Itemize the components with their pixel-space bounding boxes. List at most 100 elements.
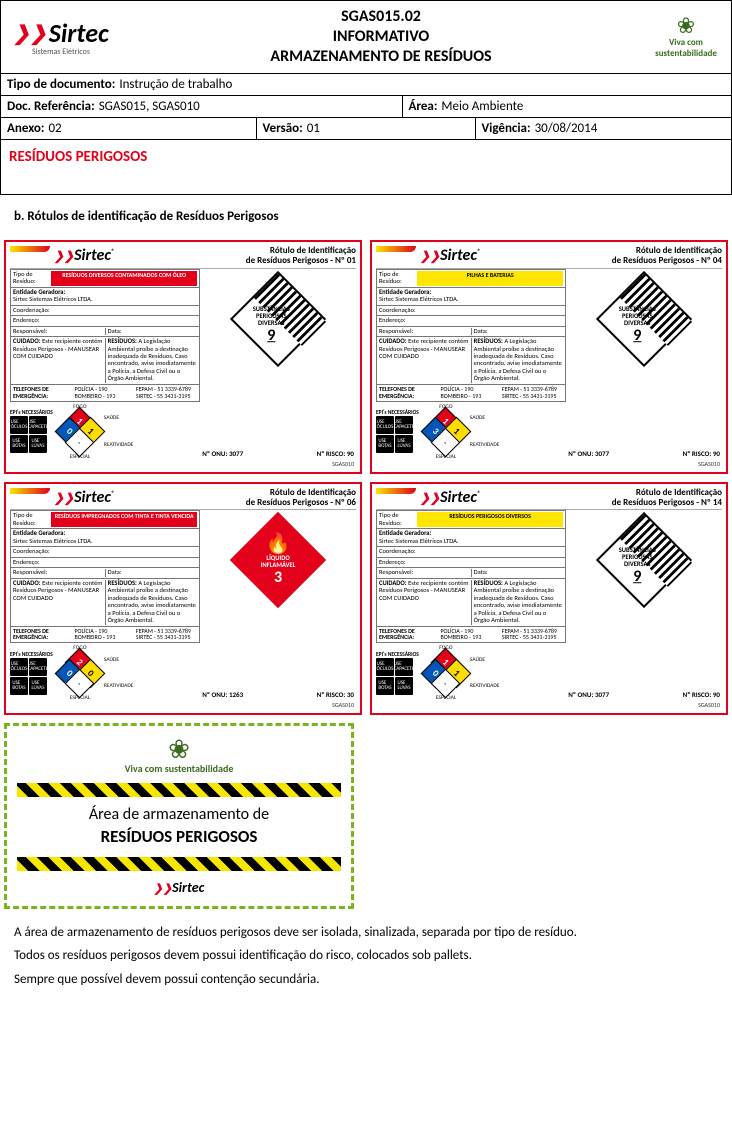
note-3: Sempre que possível devem possui contenç… [14, 970, 718, 990]
meta-table: Tipo de documento: Instrução de trabalho… [0, 74, 732, 140]
tipo-value: Instrução de trabalho [119, 77, 232, 92]
eco-line1: Viva com [669, 37, 703, 48]
mini-logo: ❯❯Sirtec® [420, 488, 481, 507]
mini-logo: ❯❯Sirtec® [54, 488, 115, 507]
label-title: Rótulo de Identificaçãode Resíduos Perig… [612, 246, 722, 266]
onu-number: Nº ONU: 3077 [568, 690, 609, 699]
ppe-icon: USEBOTAS [376, 435, 394, 453]
label-title: Rótulo de Identificaçãode Resíduos Perig… [246, 246, 356, 266]
haz-class-number: 3 [246, 570, 310, 588]
ppe-icon: USECAPACETE [395, 416, 413, 434]
ppe-icons: USEÓCULOSUSECAPACETEUSEBOTASUSELUVAS [10, 416, 53, 453]
residue-type: RESÍDUOS DIVERSOS CONTAMINADOS COM ÓLEO [51, 271, 197, 286]
ppe-icon: USEBOTAS [10, 677, 28, 695]
hazard-diamond: SUBSTÂNCIAS PERIGOSASDIVERSAS 9 [596, 271, 692, 367]
nfpa-diamond: 1 3 1 - [425, 411, 467, 453]
storage-area-sign: ❀ Viva com sustentabilidade Área de arma… [4, 723, 354, 909]
labels-grid: ❯❯Sirtec® Rótulo de Identificaçãode Resí… [0, 240, 732, 715]
sgas-tag: SGAS010 [376, 701, 722, 709]
storage-eco-line2: sustentabilidade [165, 762, 234, 775]
label-title: Rótulo de Identificaçãode Resíduos Perig… [246, 488, 356, 508]
doc-title: SGAS015.02 INFORMATIVO ARMAZENAMENTO DE … [121, 1, 641, 73]
section-title: RESÍDUOS PERIGOSOS [0, 140, 732, 195]
storage-bottom-logo: ❯❯Sirtec [17, 879, 341, 896]
haz-class-number: 9 [605, 569, 669, 587]
haz-class-number: 9 [239, 328, 303, 346]
ppe-icon: USEBOTAS [10, 435, 28, 453]
meta-versao: Versão: 01 [257, 118, 476, 139]
vig-label: Vigência: [482, 121, 531, 136]
meta-vigencia: Vigência: 30/08/2014 [476, 118, 732, 139]
tree-icon: ❀ [645, 15, 727, 37]
eco-line2: sustentabilidade [655, 48, 717, 59]
risk-number: Nº RISCO: 90 [317, 449, 354, 458]
doc-code: SGAS015.02 [121, 7, 641, 27]
risk-number: Nº RISCO: 90 [683, 690, 720, 699]
brand-name: Sirtec [49, 17, 109, 49]
mini-logo: ❯❯Sirtec® [54, 246, 115, 265]
area-value: Meio Ambiente [441, 99, 523, 114]
ppe-icons: USEÓCULOSUSECAPACETEUSEBOTASUSELUVAS [376, 416, 419, 453]
tree-icon: ❀ [17, 736, 341, 762]
ppe-icon: USELUVAS [395, 435, 413, 453]
brand-subtitle: Sistemas Elétricos [32, 47, 90, 57]
onu-number: Nº ONU: 3077 [202, 449, 243, 458]
ppe-icon: USEBOTAS [376, 677, 394, 695]
storage-eco-line1: Viva com [125, 762, 163, 775]
versao-value: 01 [307, 121, 320, 136]
ppe-icons: USEÓCULOSUSECAPACETEUSEBOTASUSELUVAS [10, 658, 53, 695]
hazard-stripe [17, 783, 341, 797]
meta-anexo: Anexo: 02 [1, 118, 257, 139]
label-title: Rótulo de Identificaçãode Resíduos Perig… [612, 488, 722, 508]
ppe-icon: USEÓCULOS [10, 416, 28, 434]
anexo-value: 02 [48, 121, 61, 136]
residue-type: PILHAS E BATERIAS [417, 271, 563, 286]
meta-area: Área: Meio Ambiente [403, 96, 732, 117]
sgas-tag: SGAS010 [10, 701, 356, 709]
ppe-icon: USECAPACETE [395, 658, 413, 676]
haz-text: SUBSTÂNCIAS PERIGOSASDIVERSAS [239, 306, 303, 327]
company-logo: ❯❯Sirtec Sistemas Elétricos [1, 11, 121, 63]
notes-block: A área de armazenamento de resíduos peri… [0, 913, 732, 1024]
storage-line2: RESÍDUOS PERIGOSOS [101, 826, 258, 847]
haz-class-number: 9 [605, 328, 669, 346]
ppe-icon: USEÓCULOS [376, 416, 394, 434]
storage-line1: Área de armazenamento de [89, 805, 269, 824]
hazard-label-card: ❯❯Sirtec® Rótulo de Identificaçãode Resí… [4, 482, 362, 716]
hazard-label-card: ❯❯Sirtec® Rótulo de Identificaçãode Resí… [370, 482, 728, 716]
residue-type: RESÍDUOS PERIGOSOS DIVERSOS [417, 512, 563, 527]
flame-icon: ❯❯ [13, 21, 47, 46]
onu-number: Nº ONU: 1263 [202, 690, 243, 699]
onu-number: Nº ONU: 3077 [568, 449, 609, 458]
flame-icon: 🔥 [246, 534, 310, 556]
doc-line2: INFORMATIVO [121, 27, 641, 47]
residue-type: RESÍDUOS IMPREGNADOS COM TINTA E TINTA V… [51, 512, 197, 527]
sgas-tag: SGAS010 [10, 460, 356, 468]
risk-number: Nº RISCO: 90 [683, 449, 720, 458]
ref-value: SGAS015, SGAS010 [99, 99, 200, 114]
nfpa-diamond: 1 0 1 - [425, 652, 467, 694]
hazard-diamond: SUBSTÂNCIAS PERIGOSASDIVERSAS 9 [230, 271, 326, 367]
storage-title: Área de armazenamento de RESÍDUOS PERIGO… [17, 805, 341, 849]
meta-ref: Doc. Referência: SGAS015, SGAS010 [1, 96, 403, 117]
ppe-icons: USEÓCULOSUSECAPACETEUSEBOTASUSELUVAS [376, 658, 419, 695]
nfpa-diamond: 1 0 1 - [59, 411, 101, 453]
ppe-icon: USELUVAS [395, 677, 413, 695]
note-2: Todos os resíduos perigosos devem possui… [14, 946, 718, 966]
anexo-label: Anexo: [7, 121, 44, 136]
vig-value: 30/08/2014 [535, 121, 598, 136]
hazard-diamond: 🔥 LÍQUIDOINFLAMÁVEL 3 [230, 512, 326, 608]
item-b-heading: b. Rótulos de identificação de Resíduos … [14, 209, 718, 224]
header: ❯❯Sirtec Sistemas Elétricos SGAS015.02 I… [0, 0, 732, 74]
area-label: Área: [409, 99, 438, 114]
sustainability-badge: ❀ Viva com sustentabilidade [641, 11, 731, 63]
ref-label: Doc. Referência: [7, 99, 95, 114]
sgas-tag: SGAS010 [376, 460, 722, 468]
tipo-label: Tipo de documento: [7, 77, 115, 92]
hazard-label-card: ❯❯Sirtec® Rótulo de Identificaçãode Resí… [4, 240, 362, 474]
versao-label: Versão: [263, 121, 303, 136]
ppe-icon: USELUVAS [29, 435, 47, 453]
meta-tipo: Tipo de documento: Instrução de trabalho [1, 74, 731, 95]
ppe-icon: USEÓCULOS [376, 658, 394, 676]
haz-text: SUBSTÂNCIAS PERIGOSASDIVERSAS [605, 306, 669, 327]
